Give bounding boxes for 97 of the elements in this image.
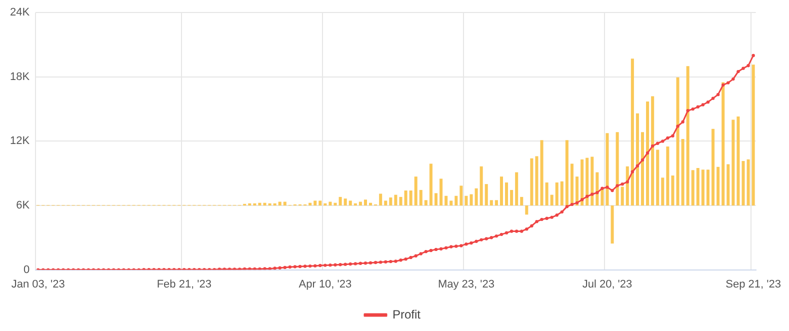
bar <box>414 176 418 206</box>
bar <box>732 120 735 206</box>
bar <box>328 202 332 206</box>
bar <box>540 140 544 206</box>
x-tick-label: May 23, '23 <box>438 278 494 290</box>
x-tick-label: Apr 10, '23 <box>298 278 352 290</box>
bar <box>505 182 508 206</box>
y-tick-label: 18K <box>10 70 30 83</box>
bar <box>525 206 528 215</box>
bar <box>616 132 619 206</box>
bar <box>454 196 458 206</box>
bar <box>646 102 650 206</box>
bar <box>283 202 286 206</box>
bar <box>399 196 402 206</box>
legend-label: Profit <box>392 307 422 322</box>
bar <box>596 172 599 206</box>
bar <box>726 164 730 206</box>
bar <box>470 194 473 206</box>
bar <box>344 198 347 206</box>
y-tick-label: 12K <box>10 135 30 148</box>
bar <box>752 64 755 206</box>
bar <box>590 156 594 206</box>
bar <box>318 200 322 206</box>
bar <box>746 159 750 206</box>
bar <box>630 58 634 206</box>
bar <box>666 146 670 206</box>
bar <box>450 200 453 206</box>
bar <box>555 182 558 206</box>
bar <box>348 200 352 206</box>
bar <box>706 170 710 206</box>
bar <box>429 164 432 206</box>
bar <box>681 139 684 206</box>
bar <box>490 200 493 206</box>
bar <box>520 196 524 206</box>
bar <box>334 202 337 206</box>
x-tick-label: Jul 20, '23 <box>582 278 632 290</box>
bar <box>560 181 564 206</box>
bar <box>716 166 720 206</box>
bar <box>696 168 700 206</box>
x-tick-label: Jan 03, '23 <box>11 278 65 290</box>
bar <box>484 184 488 206</box>
bar <box>606 133 609 206</box>
bar <box>736 116 740 206</box>
bar <box>530 158 534 206</box>
bar <box>580 159 584 206</box>
bar <box>358 202 362 206</box>
bar <box>656 150 660 206</box>
bar <box>379 194 382 206</box>
bar <box>338 196 342 206</box>
bar <box>686 66 690 206</box>
bar <box>586 158 589 206</box>
bar <box>722 82 725 206</box>
bar <box>263 202 266 206</box>
bar <box>440 178 443 206</box>
bar <box>701 170 704 206</box>
bar <box>419 190 422 206</box>
bar <box>404 190 408 206</box>
bar <box>545 182 548 206</box>
y-tick-label: 24K <box>10 6 30 19</box>
bar <box>691 170 694 206</box>
bar <box>424 200 428 206</box>
bar <box>636 113 639 206</box>
bar <box>308 202 312 206</box>
bar <box>610 206 614 244</box>
bar <box>384 200 388 206</box>
bar <box>494 200 498 206</box>
bar <box>671 175 674 206</box>
bar <box>364 200 367 206</box>
bar <box>500 176 503 206</box>
y-tick-label: 0 <box>23 264 30 276</box>
bar <box>460 186 463 206</box>
bar <box>570 164 574 206</box>
x-tick-label: Sep 21, '23 <box>726 278 781 290</box>
bar <box>434 193 438 206</box>
bar <box>550 194 554 206</box>
y-tick-label: 6K <box>16 200 30 212</box>
bar <box>464 196 468 206</box>
bar <box>314 200 317 206</box>
bar <box>676 77 680 206</box>
bar <box>651 96 654 206</box>
bar <box>394 194 398 206</box>
bar <box>480 166 483 206</box>
x-tick-label: Feb 21, '23 <box>156 278 212 290</box>
bar <box>369 202 372 206</box>
bar <box>742 161 745 206</box>
bar <box>444 196 448 206</box>
bar <box>510 190 514 206</box>
bar <box>409 190 412 206</box>
bar <box>515 172 518 206</box>
bar <box>389 197 392 206</box>
bar <box>640 132 644 206</box>
bar <box>712 128 715 206</box>
bar <box>535 156 538 206</box>
bar <box>258 202 262 206</box>
bar <box>661 178 664 206</box>
bar <box>474 188 478 206</box>
bar <box>278 202 282 206</box>
